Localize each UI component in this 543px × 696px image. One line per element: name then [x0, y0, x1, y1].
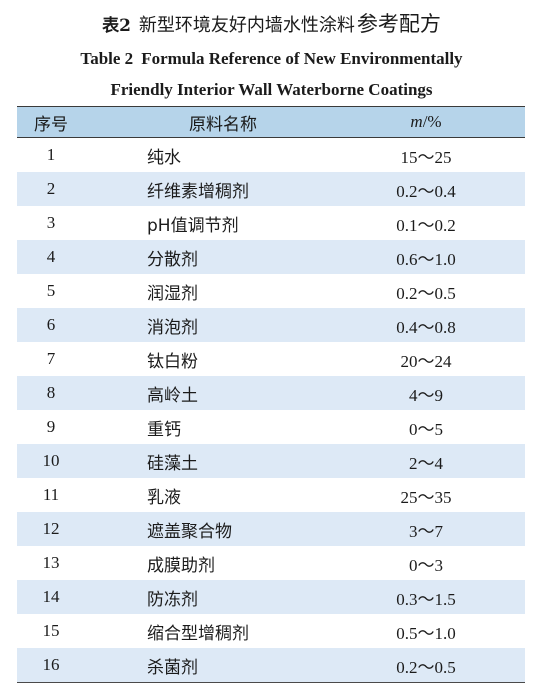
cell-material-name: 缩合型增稠剂: [147, 623, 249, 644]
cell-serial-number: 7: [46, 349, 56, 368]
table-row: 3 pH值调节剂 0.1～0.2: [17, 206, 525, 240]
cell-mass-fraction: 3～7: [409, 521, 443, 541]
cell-material-name: 防冻剂: [147, 589, 198, 610]
table-caption-chinese: 表2 新型环境友好内墙水性涂料参考配方: [0, 12, 543, 38]
table-row: 12 遮盖聚合物 3～7: [17, 512, 525, 546]
cell-mass-fraction: 0.2～0.5: [396, 283, 456, 303]
table-title-zh-suffix: 参考配方: [356, 12, 441, 36]
cell-material-name: 分散剂: [147, 249, 198, 270]
cell-mass-fraction: 0～3: [409, 555, 443, 575]
cell-material-name: 成膜助剂: [147, 555, 215, 576]
cell-serial-number: 5: [46, 281, 56, 300]
cell-mass-fraction: 0.5～1.0: [396, 623, 456, 643]
cell-serial-number: 2: [46, 179, 56, 198]
cell-material-name: pH值调节剂: [147, 215, 239, 236]
cell-mass-fraction: 0.4～0.8: [396, 317, 456, 337]
table-row: 6 消泡剂 0.4～0.8: [17, 308, 525, 342]
cell-mass-fraction: 0～5: [409, 419, 443, 439]
table-caption-english-line1: Table 2 Formula Reference of New Environm…: [0, 48, 543, 70]
table-row: 10 硅藻土 2～4: [17, 444, 525, 478]
header-material-name: 原料名称: [189, 114, 257, 135]
table-title-en-line1: Formula Reference of New Environmentally: [141, 49, 463, 68]
cell-mass-fraction: 0.2～0.4: [396, 181, 456, 201]
table-row: 11 乳液 25～35: [17, 478, 525, 512]
cell-serial-number: 13: [42, 553, 60, 572]
cell-serial-number: 14: [42, 587, 60, 606]
table-row: 1 纯水 15～25: [17, 138, 525, 172]
cell-serial-number: 9: [46, 417, 56, 436]
table-row: 9 重钙 0～5: [17, 410, 525, 444]
cell-serial-number: 1: [46, 145, 56, 164]
header-serial-number: 序号: [34, 114, 68, 135]
cell-material-name: 高岭土: [147, 385, 198, 406]
cell-serial-number: 12: [42, 519, 60, 538]
mass-unit: /%: [422, 112, 442, 131]
table-row: 15 缩合型增稠剂 0.5～1.0: [17, 614, 525, 648]
cell-material-name: 钛白粉: [147, 351, 198, 372]
cell-serial-number: 8: [46, 383, 56, 402]
mass-symbol: m: [410, 112, 423, 131]
cell-material-name: 遮盖聚合物: [147, 521, 232, 542]
header-mass-fraction: m/%: [335, 112, 525, 132]
table-row: 14 防冻剂 0.3～1.5: [17, 580, 525, 614]
cell-serial-number: 3: [46, 213, 56, 232]
cell-material-name: 润湿剂: [147, 283, 198, 304]
cell-mass-fraction: 4～9: [409, 385, 443, 405]
cell-material-name: 硅藻土: [147, 453, 198, 474]
cell-material-name: 纯水: [147, 147, 181, 168]
cell-mass-fraction: 15～25: [400, 147, 452, 167]
cell-mass-fraction: 0.1～0.2: [396, 215, 456, 235]
table-row: 16 杀菌剂 0.2～0.5: [17, 648, 525, 682]
table-number-label-en: Table 2: [80, 49, 134, 68]
table-body: 1 纯水 15～25 2 纤维素增稠剂 0.2～0.4 3 pH值调节剂 0.1～0.2 4 分散剂…: [17, 138, 525, 682]
cell-mass-fraction: 25～35: [400, 487, 452, 507]
cell-serial-number: 16: [42, 655, 60, 674]
table-number-label-zh: 表2: [102, 16, 131, 36]
table-header-row: 序号 原料名称 m/%: [17, 106, 525, 138]
table-row: 13 成膜助剂 0～3: [17, 546, 525, 580]
cell-material-name: 纤维素增稠剂: [147, 181, 249, 202]
cell-serial-number: 4: [46, 247, 56, 266]
cell-mass-fraction: 0.2～0.5: [396, 657, 456, 677]
table-row: 5 润湿剂 0.2～0.5: [17, 274, 525, 308]
cell-material-name: 重钙: [147, 419, 181, 440]
table-row: 4 分散剂 0.6～1.0: [17, 240, 525, 274]
cell-material-name: 消泡剂: [147, 317, 198, 338]
table-title-zh: 新型环境友好内墙水性涂料: [138, 15, 355, 36]
cell-mass-fraction: 20～24: [400, 351, 452, 371]
cell-mass-fraction: 0.3～1.5: [396, 589, 456, 609]
table-title-en-line2: Friendly Interior Wall Waterborne Coatin…: [110, 80, 433, 99]
formula-table: 序号 原料名称 m/% 1 纯水 15～25 2 纤维素增稠剂 0.2～0.4 3 pH值调节…: [17, 106, 525, 683]
table-row: 8 高岭土 4～9: [17, 376, 525, 410]
cell-material-name: 乳液: [147, 487, 181, 508]
table-row: 2 纤维素增稠剂 0.2～0.4: [17, 172, 525, 206]
cell-mass-fraction: 0.6～1.0: [396, 249, 456, 269]
cell-serial-number: 6: [46, 315, 56, 334]
cell-mass-fraction: 2～4: [409, 453, 443, 473]
cell-material-name: 杀菌剂: [147, 657, 198, 678]
cell-serial-number: 15: [42, 621, 60, 640]
table-row: 7 钛白粉 20～24: [17, 342, 525, 376]
table-caption-english-line2: Friendly Interior Wall Waterborne Coatin…: [0, 79, 543, 101]
cell-serial-number: 11: [42, 485, 60, 504]
cell-serial-number: 10: [42, 451, 60, 470]
